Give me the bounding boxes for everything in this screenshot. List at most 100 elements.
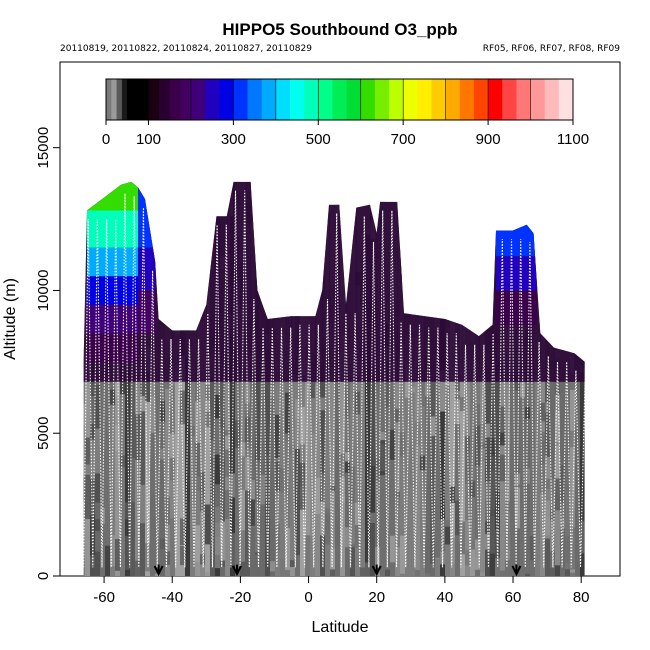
- grey-patch: [260, 474, 266, 505]
- grey-patch: [295, 555, 301, 576]
- upper-band: [540, 333, 555, 382]
- grey-patch: [490, 553, 496, 576]
- grey-patch: [360, 567, 366, 576]
- grey-patch: [500, 454, 506, 482]
- upper-band: [444, 319, 463, 382]
- grey-patch: [150, 368, 156, 402]
- upper-band: [397, 201, 405, 382]
- grey-patch: [160, 448, 166, 460]
- grey-patch: [180, 545, 186, 566]
- grey-patch: [230, 473, 236, 498]
- y-axis-label: Altitude (m): [2, 278, 19, 360]
- grey-patch: [475, 539, 481, 570]
- grey-patch: [390, 535, 396, 563]
- grey-patch: [445, 485, 451, 527]
- grey-patch: [345, 527, 351, 548]
- upper-band: [492, 230, 497, 382]
- grey-patch: [465, 475, 471, 520]
- grey-patch: [390, 429, 396, 460]
- o3-cell: [87, 210, 139, 248]
- profile-arrow-head: [232, 565, 242, 576]
- grey-patch: [575, 538, 581, 576]
- grey-patch: [540, 440, 546, 465]
- grey-patch: [105, 524, 111, 538]
- colorbar-cell: [290, 79, 305, 120]
- grey-patch: [215, 418, 221, 455]
- grey-patch: [140, 396, 146, 412]
- grey-patch: [205, 504, 211, 545]
- upper-band: [196, 304, 207, 382]
- grey-patch: [290, 566, 296, 576]
- y-tick-label: 15000: [35, 127, 52, 169]
- grey-patch: [460, 397, 466, 411]
- grey-patch: [170, 480, 176, 519]
- grey-patch: [470, 549, 476, 576]
- colorbar-cell: [219, 79, 234, 120]
- grey-patch: [265, 455, 271, 503]
- colorbar-cell: [346, 79, 362, 120]
- grey-patch: [355, 520, 361, 548]
- grey-patch: [385, 362, 391, 408]
- grey-patch: [145, 370, 151, 402]
- grey-patch: [515, 487, 521, 529]
- grey-patch: [365, 562, 371, 576]
- colorbar-tick-label: 100: [136, 131, 161, 148]
- grey-patch: [495, 558, 501, 576]
- grey-patch: [560, 465, 566, 503]
- colorbar-cell: [121, 79, 128, 120]
- o3-cell: [496, 256, 537, 291]
- grey-patch: [530, 535, 536, 561]
- grey-patch: [90, 396, 96, 424]
- grey-patch: [90, 382, 96, 394]
- upper-band: [478, 324, 493, 382]
- grey-patch: [250, 447, 256, 480]
- grey-patch: [535, 558, 541, 576]
- grey-patch: [215, 536, 221, 569]
- colorbar-tick-label: 900: [476, 131, 501, 148]
- grey-patch: [90, 557, 96, 568]
- grey-patch: [280, 524, 286, 559]
- colorbar-cell: [558, 79, 574, 120]
- grey-patch: [340, 562, 346, 576]
- grey-patch: [330, 445, 336, 487]
- colorbar-cell: [318, 79, 333, 120]
- grey-patch: [245, 361, 251, 404]
- grey-patch: [105, 545, 111, 576]
- upper-band: [404, 313, 425, 382]
- grey-patch: [245, 442, 251, 458]
- grey-patch: [160, 538, 166, 550]
- grey-patch: [490, 470, 496, 510]
- colorbar-cell: [403, 79, 418, 120]
- grey-patch: [500, 570, 506, 576]
- colorbar-cell: [389, 79, 404, 120]
- colorbar-cell: [530, 79, 546, 120]
- grey-patch: [275, 461, 281, 492]
- grey-patch: [485, 423, 491, 438]
- flight-ids-subtitle: RF05, RF06, RF07, RF08, RF09: [483, 44, 621, 54]
- colorbar-cell: [127, 79, 149, 120]
- colorbar-cell: [445, 79, 461, 120]
- colorbar-cell: [459, 79, 475, 120]
- grey-patch: [100, 508, 106, 524]
- grey-patch: [315, 477, 321, 514]
- y-tick-label: 0: [35, 572, 52, 580]
- colorbar-cell: [159, 79, 171, 120]
- upper-band: [257, 290, 269, 382]
- grey-patch: [495, 491, 501, 530]
- grey-patch: [430, 564, 436, 576]
- grey-patch: [135, 459, 141, 490]
- x-tick-label: 20: [368, 589, 385, 606]
- grey-patch: [505, 512, 511, 551]
- grey-patch: [165, 551, 171, 565]
- colorbar-cell: [544, 79, 560, 120]
- grey-patch: [345, 452, 351, 463]
- grey-patch: [285, 527, 291, 571]
- colorbar-cell: [180, 79, 192, 120]
- grey-patch: [465, 550, 471, 566]
- upper-band: [291, 316, 316, 382]
- grey-patch: [340, 453, 346, 496]
- upper-band: [376, 201, 381, 382]
- grey-patch: [210, 440, 216, 458]
- colorbar-tick-label: 500: [306, 131, 331, 148]
